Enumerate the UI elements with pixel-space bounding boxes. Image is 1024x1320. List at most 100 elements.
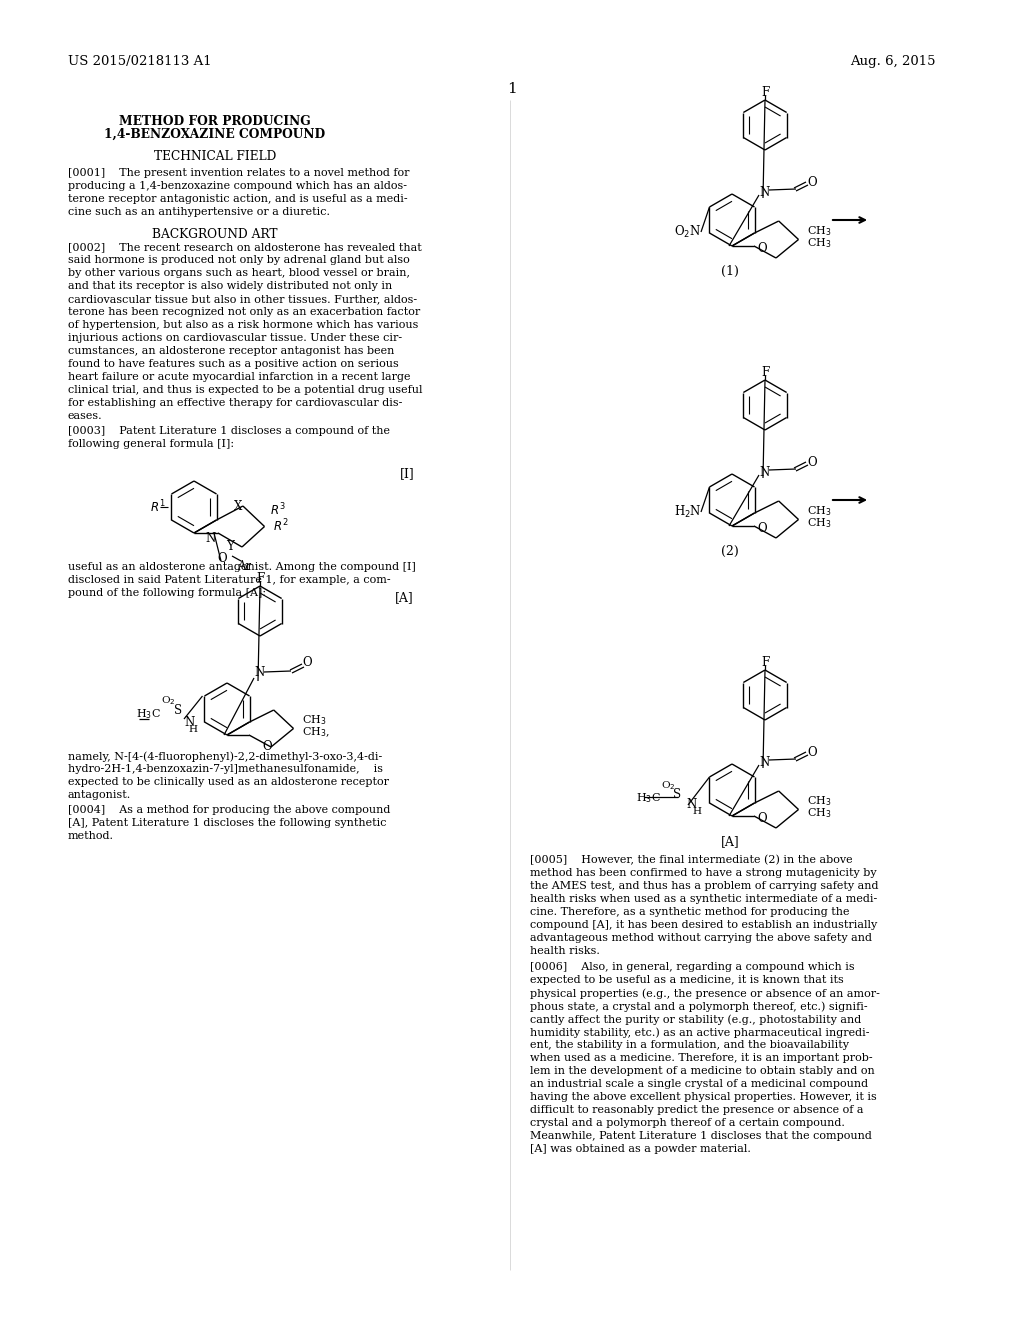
Text: 1,4-BENZOXAZINE COMPOUND: 1,4-BENZOXAZINE COMPOUND [104,128,326,141]
Text: S: S [174,705,182,718]
Text: expected to be clinically used as an aldosterone receptor: expected to be clinically used as an ald… [68,777,389,787]
Text: (2): (2) [721,545,739,558]
Text: an industrial scale a single crystal of a medicinal compound: an industrial scale a single crystal of … [530,1078,868,1089]
Text: CH$_3$: CH$_3$ [807,516,831,531]
Text: producing a 1,4-benzoxazine compound which has an aldos-: producing a 1,4-benzoxazine compound whi… [68,181,407,191]
Text: terone receptor antagonistic action, and is useful as a medi-: terone receptor antagonistic action, and… [68,194,408,205]
Text: following general formula [I]:: following general formula [I]: [68,440,234,449]
Text: compound [A], it has been desired to establish an industrially: compound [A], it has been desired to est… [530,920,878,931]
Text: Meanwhile, Patent Literature 1 discloses that the compound: Meanwhile, Patent Literature 1 discloses… [530,1131,871,1140]
Text: N: N [760,186,770,198]
Text: [0004]    As a method for producing the above compound: [0004] As a method for producing the abo… [68,805,390,814]
Text: METHOD FOR PRODUCING: METHOD FOR PRODUCING [119,115,311,128]
Text: [A] was obtained as a powder material.: [A] was obtained as a powder material. [530,1144,751,1154]
Text: Ar: Ar [237,560,251,573]
Text: hydro-2H-1,4-benzoxazin-7-yl]methanesulfonamide,    is: hydro-2H-1,4-benzoxazin-7-yl]methanesulf… [68,764,383,774]
Text: useful as an aldosterone antagonist. Among the compound [I]: useful as an aldosterone antagonist. Amo… [68,562,416,572]
Text: for establishing an effective therapy for cardiovascular dis-: for establishing an effective therapy fo… [68,399,402,408]
Text: N: N [686,799,696,812]
Text: cine such as an antihypertensive or a diuretic.: cine such as an antihypertensive or a di… [68,207,330,216]
Text: H: H [692,808,701,817]
Text: $R^2$: $R^2$ [272,519,288,535]
Text: S: S [673,788,681,801]
Text: CH$_3$: CH$_3$ [807,224,831,239]
Text: cantly affect the purity or stability (e.g., photostability and: cantly affect the purity or stability (e… [530,1014,861,1024]
Text: $R^1$: $R^1$ [150,499,166,515]
Text: said hormone is produced not only by adrenal gland but also: said hormone is produced not only by adr… [68,255,410,265]
Text: terone has been recognized not only as an exacerbation factor: terone has been recognized not only as a… [68,308,420,317]
Text: of hypertension, but also as a risk hormone which has various: of hypertension, but also as a risk horm… [68,319,419,330]
Text: H$_3$C: H$_3$C [636,791,660,805]
Text: [A], Patent Literature 1 discloses the following synthetic: [A], Patent Literature 1 discloses the f… [68,818,386,828]
Text: advantageous method without carrying the above safety and: advantageous method without carrying the… [530,933,872,942]
Text: expected to be useful as a medicine, it is known that its: expected to be useful as a medicine, it … [530,975,844,985]
Text: BACKGROUND ART: BACKGROUND ART [153,228,278,242]
Text: [0003]    Patent Literature 1 discloses a compound of the: [0003] Patent Literature 1 discloses a c… [68,426,390,436]
Text: CH$_3$: CH$_3$ [301,714,326,727]
Text: O: O [807,176,816,189]
Text: the AMES test, and thus has a problem of carrying safety and: the AMES test, and thus has a problem of… [530,880,879,891]
Text: antagonist.: antagonist. [68,789,131,800]
Text: clinical trial, and thus is expected to be a potential drug useful: clinical trial, and thus is expected to … [68,385,423,395]
Text: US 2015/0218113 A1: US 2015/0218113 A1 [68,55,212,69]
Text: found to have features such as a positive action on serious: found to have features such as a positiv… [68,359,398,370]
Text: cine. Therefore, as a synthetic method for producing the: cine. Therefore, as a synthetic method f… [530,907,850,917]
Text: when used as a medicine. Therefore, it is an important prob-: when used as a medicine. Therefore, it i… [530,1053,872,1063]
Text: difficult to reasonably predict the presence or absence of a: difficult to reasonably predict the pres… [530,1105,863,1115]
Text: phous state, a crystal and a polymorph thereof, etc.) signifi-: phous state, a crystal and a polymorph t… [530,1001,867,1011]
Text: CH$_3$: CH$_3$ [807,795,831,808]
Text: F: F [761,656,769,669]
Text: by other various organs such as heart, blood vessel or brain,: by other various organs such as heart, b… [68,268,410,279]
Text: [0001]    The present invention relates to a novel method for: [0001] The present invention relates to … [68,168,410,178]
Text: CH$_3$,: CH$_3$, [301,726,330,739]
Text: health risks.: health risks. [530,946,600,956]
Text: pound of the following formula [A]:: pound of the following formula [A]: [68,587,266,598]
Text: N: N [760,466,770,479]
Text: crystal and a polymorph thereof of a certain compound.: crystal and a polymorph thereof of a cer… [530,1118,845,1129]
Text: CH$_3$: CH$_3$ [807,504,831,519]
Text: Aug. 6, 2015: Aug. 6, 2015 [850,55,936,69]
Text: O: O [217,552,226,565]
Text: method.: method. [68,832,114,841]
Text: H$_2$N: H$_2$N [674,504,701,520]
Text: [0006]    Also, in general, regarding a compound which is: [0006] Also, in general, regarding a com… [530,962,855,972]
Text: cardiovascular tissue but also in other tissues. Further, aldos-: cardiovascular tissue but also in other … [68,294,417,304]
Text: cumstances, an aldosterone receptor antagonist has been: cumstances, an aldosterone receptor anta… [68,346,394,356]
Text: physical properties (e.g., the presence or absence of an amor-: physical properties (e.g., the presence … [530,987,880,998]
Text: ent, the stability in a formulation, and the bioavailability: ent, the stability in a formulation, and… [530,1040,849,1049]
Text: O$_2$: O$_2$ [161,694,175,708]
Text: [I]: [I] [400,467,415,480]
Text: H$_3$C: H$_3$C [136,708,161,721]
Text: heart failure or acute myocardial infarction in a recent large: heart failure or acute myocardial infarc… [68,372,411,381]
Text: Y: Y [226,540,233,553]
Text: F: F [761,366,769,379]
Text: F: F [761,86,769,99]
Text: eases.: eases. [68,411,102,421]
Text: O: O [757,523,767,536]
Text: O: O [302,656,311,669]
Text: (1): (1) [721,265,739,279]
Text: O: O [807,746,816,759]
Text: O: O [807,455,816,469]
Text: O$_2$: O$_2$ [662,780,676,792]
Text: 1: 1 [507,82,517,96]
Text: having the above excellent physical properties. However, it is: having the above excellent physical prop… [530,1092,877,1102]
Text: namely, N-[4-(4-fluorophenyl)-2,2-dimethyl-3-oxo-3,4-di-: namely, N-[4-(4-fluorophenyl)-2,2-dimeth… [68,751,382,762]
Text: $R^3$: $R^3$ [269,502,285,519]
Text: lem in the development of a medicine to obtain stably and on: lem in the development of a medicine to … [530,1067,874,1076]
Text: O: O [757,813,767,825]
Text: TECHNICAL FIELD: TECHNICAL FIELD [154,150,276,162]
Text: [0002]    The recent research on aldosterone has revealed that: [0002] The recent research on aldosteron… [68,242,422,252]
Text: method has been confirmed to have a strong mutagenicity by: method has been confirmed to have a stro… [530,869,877,878]
Text: health risks when used as a synthetic intermediate of a medi-: health risks when used as a synthetic in… [530,894,878,904]
Text: N: N [255,667,265,680]
Text: N: N [760,755,770,768]
Text: H: H [188,725,197,734]
Text: injurious actions on cardiovascular tissue. Under these cir-: injurious actions on cardiovascular tiss… [68,333,402,343]
Text: N: N [184,717,195,730]
Text: disclosed in said Patent Literature 1, for example, a com-: disclosed in said Patent Literature 1, f… [68,576,390,585]
Text: O: O [757,243,767,256]
Text: [A]: [A] [721,836,739,847]
Text: CH$_3$: CH$_3$ [807,807,831,821]
Text: X: X [233,500,242,513]
